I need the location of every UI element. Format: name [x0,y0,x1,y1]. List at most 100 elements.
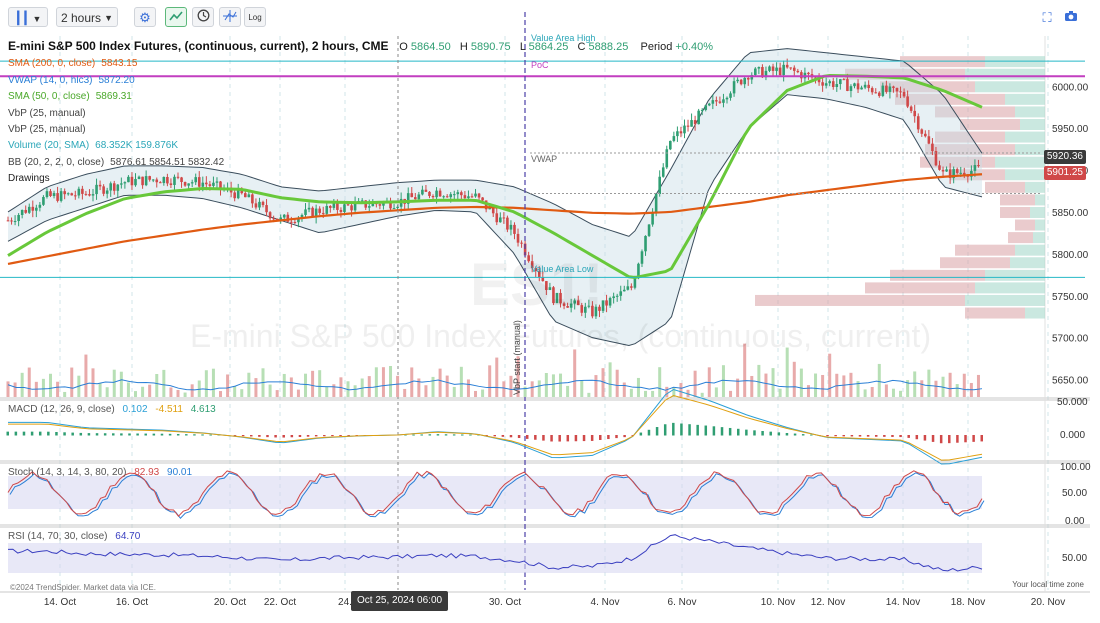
candle-body [449,194,453,198]
candle-body [112,183,116,191]
stoch-tick: 100.00 [1060,462,1091,473]
candle-body [800,72,803,79]
macd-histogram-bar [931,435,935,442]
candle-body [155,179,159,183]
macd-legend[interactable]: MACD (12, 26, 9, close) 0.102 -4.511 4.6… [8,404,216,415]
macd-histogram-bar [785,433,789,436]
candle-body [665,149,669,168]
candle-body [506,217,509,230]
candle-body [934,151,938,166]
rsi-line [7,534,983,572]
vbp-bar-down [1000,194,1035,206]
macd-histogram-bar [136,433,139,436]
macd-histogram-bar [233,435,237,436]
macd-histogram-bar [493,435,496,437]
candle-body [311,207,314,217]
candle-body [130,176,134,186]
fullscreen-icon[interactable]: ⛶ [1042,10,1052,25]
candle-body [633,278,637,288]
chart-type-button[interactable]: ┃┃ ▼ [8,7,48,27]
candle-body [743,77,746,85]
candle-body [102,186,105,194]
x-tick-label: 16. Oct [116,597,148,608]
volume-bar [644,390,648,397]
candle-body [736,79,739,82]
macd-histogram-bar [290,435,294,438]
macd-histogram-bar [87,433,91,436]
candle-body [169,183,173,185]
crosshair-icon[interactable] [219,7,241,27]
macd-histogram-bar [63,432,66,436]
candle-body [389,200,392,209]
clock-icon[interactable] [192,7,214,27]
volume-bar [247,372,251,397]
candle-body [275,218,279,221]
candle-body [601,300,605,311]
legend-indicator[interactable]: VbP (25, manual) [8,124,86,136]
volume-bar [98,383,102,397]
vwap-label: VWAP [531,154,558,164]
chart-legend: E-mini S&P 500 Index Futures, (continuou… [8,38,713,188]
timeframe-select[interactable]: 2 hours ▼ [56,7,118,27]
candle-body [396,206,399,209]
candle-body [109,183,113,191]
legend-indicator[interactable]: BB (20, 2, 2, 0, close) 5876.61 5854.51 5… [8,156,225,168]
macd-histogram-bar [688,424,691,436]
volume-bar [877,363,881,397]
macd-histogram-bar [71,432,74,436]
macd-histogram-bar [323,435,326,437]
candle-body [215,181,219,183]
candle-body [410,193,414,198]
legend-indicator[interactable]: SMA (200, 0, close) 5843.15 [8,58,138,70]
volume-bar [459,366,463,397]
candle-body [527,255,530,262]
legend-indicator[interactable]: SMA (50, 0, close) 5869.31 [8,91,132,103]
candle-body [909,106,913,111]
candle-body [906,96,909,107]
candle-body [325,205,329,214]
legend-indicator[interactable]: VWAP (14, 0, hlc3) 5872.20 [8,74,135,86]
legend-indicator[interactable]: Volume (20, SMA) 68.352K 159.876K [8,140,179,152]
macd-histogram-bar [201,434,204,436]
legend-indicator[interactable]: VbP (25, manual) [8,107,86,119]
candle-body [52,193,56,197]
volume-bar [105,387,109,397]
macd-histogram-bar [314,435,318,437]
volume-bar [197,380,201,397]
candle-body [778,67,782,75]
macd-histogram-bar [420,434,423,436]
candle-body [899,91,902,93]
macd-histogram-bar [542,435,545,441]
vbp-bar-up [1005,169,1045,181]
candle-body [353,202,357,211]
log-scale-icon[interactable]: Log [244,7,266,27]
macd-histogram-bar [168,433,172,436]
sma50-line [7,73,983,279]
volume-bar [70,367,74,397]
settings-gear-icon[interactable]: ⚙ [134,7,156,27]
candle-body [88,194,91,196]
candle-body [534,268,538,272]
vbp-bar-up [1035,219,1045,231]
stoch-legend[interactable]: Stoch (14, 3, 14, 3, 80, 20) 82.93 90.01 [8,467,193,478]
candle-body [258,201,261,208]
volume-bar [849,372,853,397]
legend-indicator[interactable]: Drawings [8,173,50,185]
candle-body [846,79,849,91]
candle-body [584,306,587,313]
candle-body [782,64,785,75]
camera-icon[interactable] [1061,8,1081,28]
volume-bar [601,368,605,397]
volume-bar [126,382,130,397]
volume-bar [367,376,371,397]
rsi-legend[interactable]: RSI (14, 70, 30, close) 64.70 [8,531,141,542]
candle-body [707,103,711,106]
candle-body [948,169,952,179]
y-tick-label: 6000.00 [1052,82,1089,93]
volume-bar [169,387,173,397]
candle-body [768,66,771,71]
line-chart-icon[interactable] [165,7,187,27]
poc-label: PoC [531,60,549,70]
bars-chart-icon: ┃┃ [14,11,30,25]
